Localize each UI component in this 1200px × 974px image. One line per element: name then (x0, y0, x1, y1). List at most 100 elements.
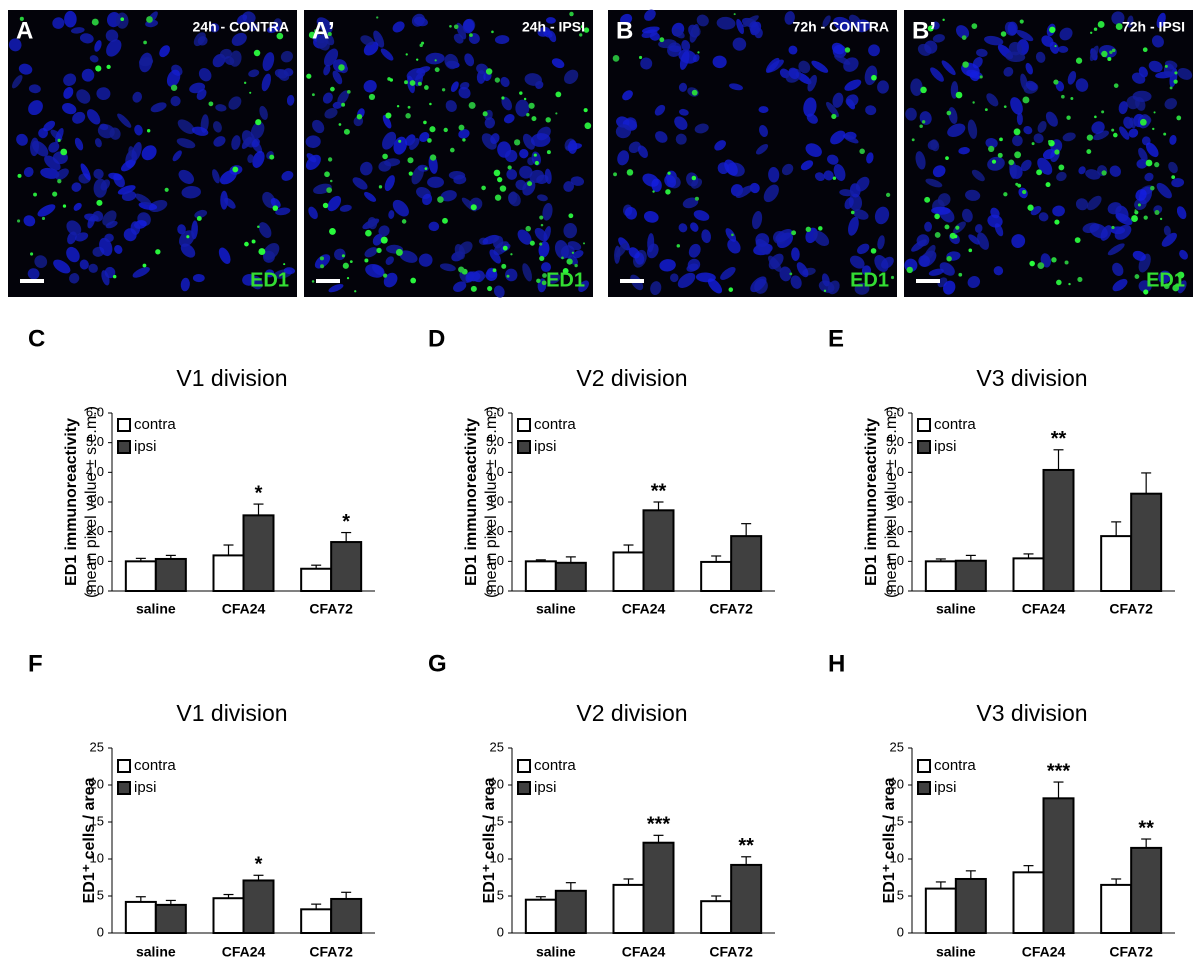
ed1-signal (555, 112, 558, 115)
nucleus (380, 48, 394, 61)
nucleus (439, 263, 456, 272)
nucleus (363, 80, 377, 93)
ed1-signal (449, 147, 455, 153)
nucleus (456, 22, 467, 40)
nucleus (444, 53, 459, 70)
nucleus (646, 243, 659, 259)
ed1-signal (341, 254, 345, 258)
nucleus (690, 222, 699, 232)
y-tick-label: 3.0 (886, 493, 904, 508)
nucleus (725, 228, 737, 242)
nucleus (1107, 202, 1122, 215)
nucleus (23, 167, 34, 178)
bar (1100, 535, 1133, 592)
nucleus (1135, 189, 1147, 201)
ed1-signal (561, 256, 564, 260)
ed1-signal (146, 16, 153, 23)
nucleus (915, 151, 926, 170)
ed1-signal (364, 258, 369, 263)
nucleus (1119, 126, 1130, 140)
nucleus (537, 26, 551, 37)
ed1-signal (327, 32, 332, 37)
nucleus (625, 206, 638, 220)
nucleus (231, 135, 241, 151)
ed1-signal (1054, 149, 1060, 155)
nucleus (79, 33, 94, 44)
ed1-signal (330, 86, 335, 92)
nucleus (104, 233, 114, 243)
legend-swatch (117, 418, 131, 432)
ed1-signal (921, 120, 926, 124)
nucleus (130, 221, 141, 235)
chart-title: V2 division (576, 700, 687, 726)
nucleus (524, 73, 542, 86)
nucleus (1179, 249, 1188, 260)
nucleus (55, 128, 64, 143)
nucleus (231, 32, 247, 46)
nucleus (62, 103, 77, 115)
nucleus (752, 210, 763, 230)
chart-title: V3 division (976, 365, 1087, 391)
nucleus (413, 16, 428, 27)
nucleus (383, 272, 398, 288)
nucleus (918, 255, 930, 267)
nucleus (364, 191, 377, 202)
nucleus (197, 36, 208, 46)
nucleus (779, 266, 792, 282)
ed1-signal (1064, 260, 1069, 265)
ed1-signal (1111, 225, 1115, 230)
nucleus (464, 53, 475, 67)
ed1-signal (1019, 19, 1024, 24)
nucleus (736, 18, 745, 35)
nucleus (519, 165, 533, 179)
ed1-signal (1075, 57, 1083, 64)
y-tick-label: 1.0 (86, 553, 104, 568)
ed1-signal (409, 80, 416, 86)
panel-caption: 72h - CONTRA (793, 19, 889, 35)
y-axis-label: ED1⁺ cells / area (881, 777, 898, 903)
ed1-signal (991, 159, 997, 164)
nucleus (758, 106, 769, 114)
nucleus (236, 14, 248, 24)
bar (212, 897, 245, 934)
panel-letter: F (28, 650, 43, 677)
ed1-signal (112, 274, 117, 279)
bar (554, 889, 587, 935)
ed1-signal (1022, 96, 1030, 104)
nucleus (476, 63, 489, 75)
bar (242, 514, 275, 592)
nucleus (117, 185, 136, 195)
ed1-signal (566, 258, 573, 265)
nucleus (953, 221, 966, 234)
nucleus (261, 73, 272, 92)
ed1-signal (1176, 115, 1182, 121)
significance: ** (651, 480, 667, 502)
nucleus (66, 220, 82, 236)
ed1-signal (944, 224, 950, 230)
nucleus (791, 247, 800, 261)
nucleus (501, 96, 513, 111)
chart-title: V3 division (976, 700, 1087, 726)
ed1-signal (533, 153, 537, 157)
bar (1130, 492, 1163, 592)
nucleus (943, 280, 956, 295)
panel-letter: B’ (912, 17, 936, 44)
bar-chart: C V1 division ED1 immunoreactivity (mean pi… (28, 325, 375, 617)
nucleus (337, 90, 350, 105)
ed1-signal (276, 32, 284, 40)
nucleus (94, 40, 102, 52)
nucleus (542, 203, 553, 221)
nucleus (1058, 45, 1069, 53)
ed1-signal (501, 96, 505, 100)
legend-swatch (917, 418, 931, 432)
ed1-signal (1058, 164, 1065, 171)
nucleus (1052, 205, 1065, 217)
nucleus (688, 243, 701, 258)
nucleus (308, 206, 318, 220)
x-tick-label: saline (536, 601, 576, 617)
nucleus (628, 247, 640, 259)
ed1-signal (434, 59, 437, 62)
nucleus (1176, 206, 1187, 220)
ed1-signal (462, 138, 466, 142)
